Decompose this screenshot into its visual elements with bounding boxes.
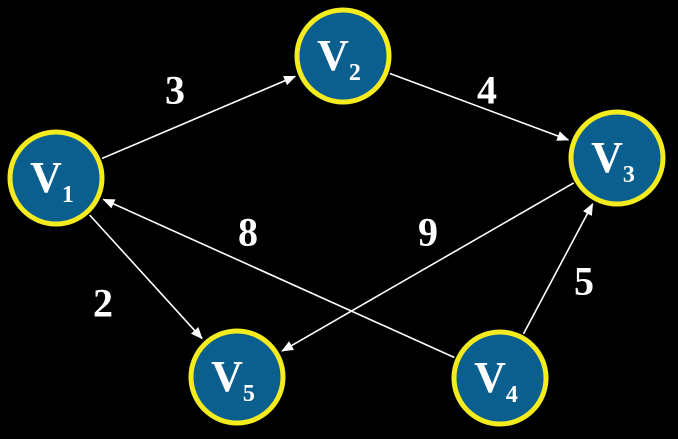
- edge-v2-v3: [389, 72, 570, 141]
- edge-weight-v3-v5: 9: [418, 210, 438, 255]
- edge-weight-v4-v1: 8: [238, 210, 258, 255]
- edge-v1-v2: [101, 75, 297, 160]
- edge-weight-v1-v5: 2: [93, 281, 113, 326]
- node-v1-circle: [7, 129, 105, 227]
- edge-v4-v1: [102, 198, 455, 359]
- node-v2-circle: [294, 7, 392, 105]
- edge-v4-v3: [522, 203, 594, 335]
- node-v3-circle: [568, 109, 666, 207]
- node-v3-subscript: 3: [623, 162, 635, 188]
- edges-layer: [89, 72, 594, 359]
- node-v4-letter: V: [474, 353, 506, 402]
- node-v2-letter: V: [317, 31, 349, 80]
- edge-weight-v4-v3: 5: [574, 259, 594, 304]
- node-v3-label: V3: [591, 133, 635, 188]
- node-v5-circle: [188, 328, 286, 426]
- node-v4: V4: [451, 329, 549, 427]
- node-v1: V1: [7, 129, 105, 227]
- node-v4-circle: [451, 329, 549, 427]
- edge-v3-v5: [281, 182, 575, 352]
- node-v2-label: V2: [317, 31, 361, 86]
- edge-v1-v5: [89, 214, 203, 340]
- node-v4-label: V4: [474, 353, 518, 408]
- edge-weight-v1-v2: 3: [165, 68, 185, 113]
- edge-weight-v2-v3: 4: [477, 68, 497, 113]
- node-v5-subscript: 5: [243, 381, 255, 407]
- node-v1-letter: V: [30, 153, 62, 202]
- node-v1-subscript: 1: [62, 182, 74, 208]
- node-v1-label: V1: [30, 153, 74, 208]
- node-v2: V2: [294, 7, 392, 105]
- node-v4-subscript: 4: [506, 382, 518, 408]
- node-v3-letter: V: [591, 133, 623, 182]
- node-v3: V3: [568, 109, 666, 207]
- node-v2-subscript: 2: [349, 60, 361, 86]
- node-v5-label: V5: [211, 352, 255, 407]
- node-v5: V5: [188, 328, 286, 426]
- weights-layer: 3 4 8 9 2 5: [93, 68, 594, 326]
- node-v5-letter: V: [211, 352, 243, 401]
